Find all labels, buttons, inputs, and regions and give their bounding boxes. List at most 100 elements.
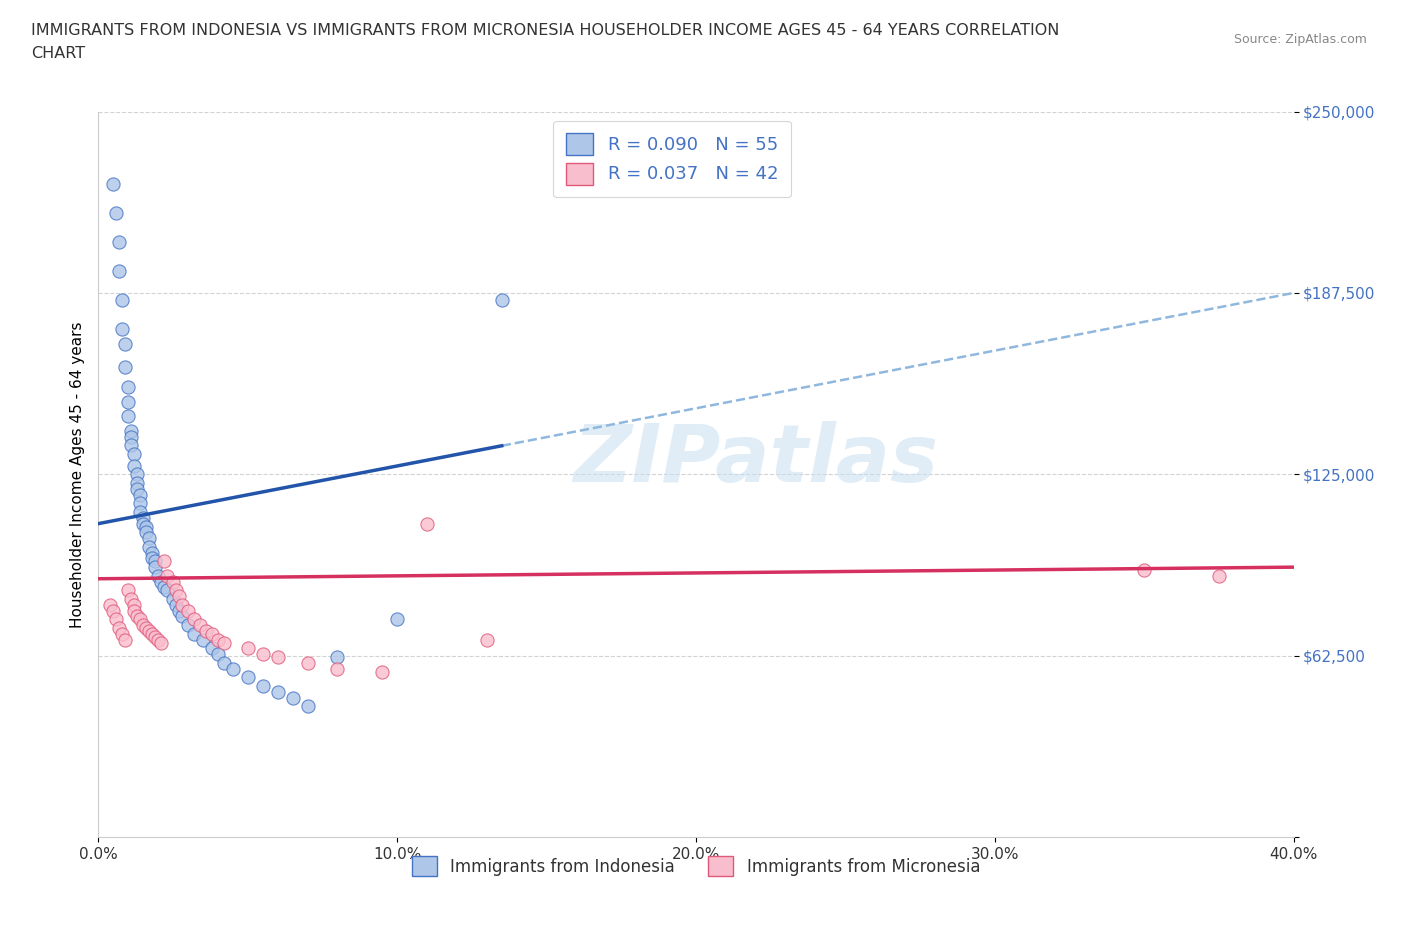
Point (127, 475, 149, 490)
Point (212, 656, 235, 671)
Legend: Immigrants from Indonesia, Immigrants from Micronesia: Immigrants from Indonesia, Immigrants fr… (405, 849, 987, 884)
Point (475, 632, 498, 647)
Point (114, 360, 136, 375)
Point (135, 620, 157, 635)
Point (138, 531, 160, 546)
Point (129, 612, 152, 627)
Point (120, 438, 142, 453)
Point (111, 627, 134, 642)
Point (117, 394, 139, 409)
Point (252, 679, 274, 694)
Point (153, 580, 176, 595)
Point (117, 409, 139, 424)
Point (172, 597, 194, 612)
Point (326, 661, 349, 676)
Point (156, 583, 179, 598)
Point (267, 650, 290, 665)
Point (1208, 568, 1230, 583)
Point (141, 627, 163, 642)
Point (129, 496, 152, 511)
Point (143, 560, 166, 575)
Point (1133, 563, 1156, 578)
Point (105, 612, 128, 627)
Point (143, 554, 166, 569)
Point (108, 234, 131, 249)
Point (207, 632, 229, 647)
Point (124, 458, 146, 473)
Point (127, 609, 149, 624)
Point (167, 589, 190, 604)
Point (150, 635, 173, 650)
Point (183, 612, 205, 627)
Point (297, 656, 319, 671)
Point (177, 618, 200, 632)
Point (120, 429, 142, 444)
Point (129, 505, 152, 520)
Text: IMMIGRANTS FROM INDONESIA VS IMMIGRANTS FROM MICRONESIA HOUSEHOLDER INCOME AGES : IMMIGRANTS FROM INDONESIA VS IMMIGRANTS … (31, 23, 1059, 38)
Point (156, 568, 179, 583)
Point (127, 482, 149, 497)
Point (167, 604, 190, 618)
Point (177, 604, 200, 618)
Point (148, 568, 170, 583)
Point (124, 604, 146, 618)
Point (183, 627, 205, 642)
Point (117, 379, 139, 394)
Point (103, 604, 125, 618)
Point (135, 525, 157, 539)
Point (135, 519, 157, 534)
Point (132, 618, 155, 632)
Point (138, 539, 160, 554)
Y-axis label: Householder Income Ages 45 - 64 years: Householder Income Ages 45 - 64 years (69, 321, 84, 628)
Point (212, 635, 235, 650)
Point (105, 206, 128, 220)
Point (111, 293, 134, 308)
Point (148, 632, 170, 647)
Point (108, 264, 131, 279)
Text: CHART: CHART (31, 46, 84, 61)
Point (103, 177, 125, 192)
Point (201, 641, 224, 656)
Point (195, 623, 218, 638)
Point (132, 516, 155, 531)
Point (207, 646, 229, 661)
Point (188, 618, 211, 632)
Point (150, 574, 173, 589)
Point (281, 690, 304, 705)
Point (143, 630, 166, 644)
Point (141, 545, 163, 560)
Text: Source: ZipAtlas.com: Source: ZipAtlas.com (1233, 33, 1367, 46)
Point (236, 641, 259, 656)
Point (297, 699, 319, 714)
Point (371, 664, 394, 679)
Point (114, 632, 136, 647)
Point (127, 467, 149, 482)
Point (132, 511, 155, 525)
Text: ZIPatlas: ZIPatlas (574, 420, 938, 498)
Point (141, 551, 163, 565)
Point (162, 591, 184, 606)
Point (98, 597, 122, 612)
Point (153, 554, 176, 569)
Point (124, 597, 146, 612)
Point (138, 623, 160, 638)
Point (120, 591, 142, 606)
Point (120, 423, 142, 438)
Point (222, 661, 245, 676)
Point (165, 583, 187, 598)
Point (114, 337, 136, 352)
Point (129, 487, 152, 502)
Point (165, 597, 187, 612)
Point (111, 322, 134, 337)
Point (162, 574, 184, 589)
Point (201, 627, 224, 642)
Point (491, 293, 513, 308)
Point (191, 632, 214, 647)
Point (385, 612, 409, 627)
Point (117, 583, 139, 598)
Point (236, 670, 259, 684)
Point (252, 646, 274, 661)
Point (124, 446, 146, 461)
Point (326, 650, 349, 665)
Point (108, 620, 131, 635)
